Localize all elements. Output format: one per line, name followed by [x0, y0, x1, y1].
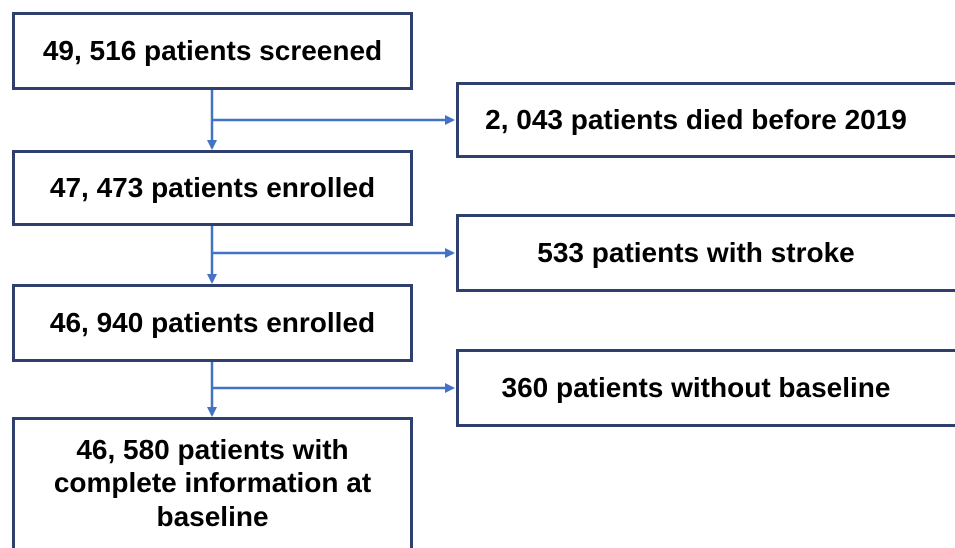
node: 49, 516 patients screened — [12, 12, 413, 90]
node: 360 patients without baseline — [456, 349, 955, 427]
node: 2, 043 patients died before 2019 — [456, 82, 955, 158]
node: 46, 940 patients enrolled — [12, 284, 413, 362]
node: 46, 580 patients with complete informati… — [12, 417, 413, 548]
node: 47, 473 patients enrolled — [12, 150, 413, 226]
node: 533 patients with stroke — [456, 214, 955, 292]
